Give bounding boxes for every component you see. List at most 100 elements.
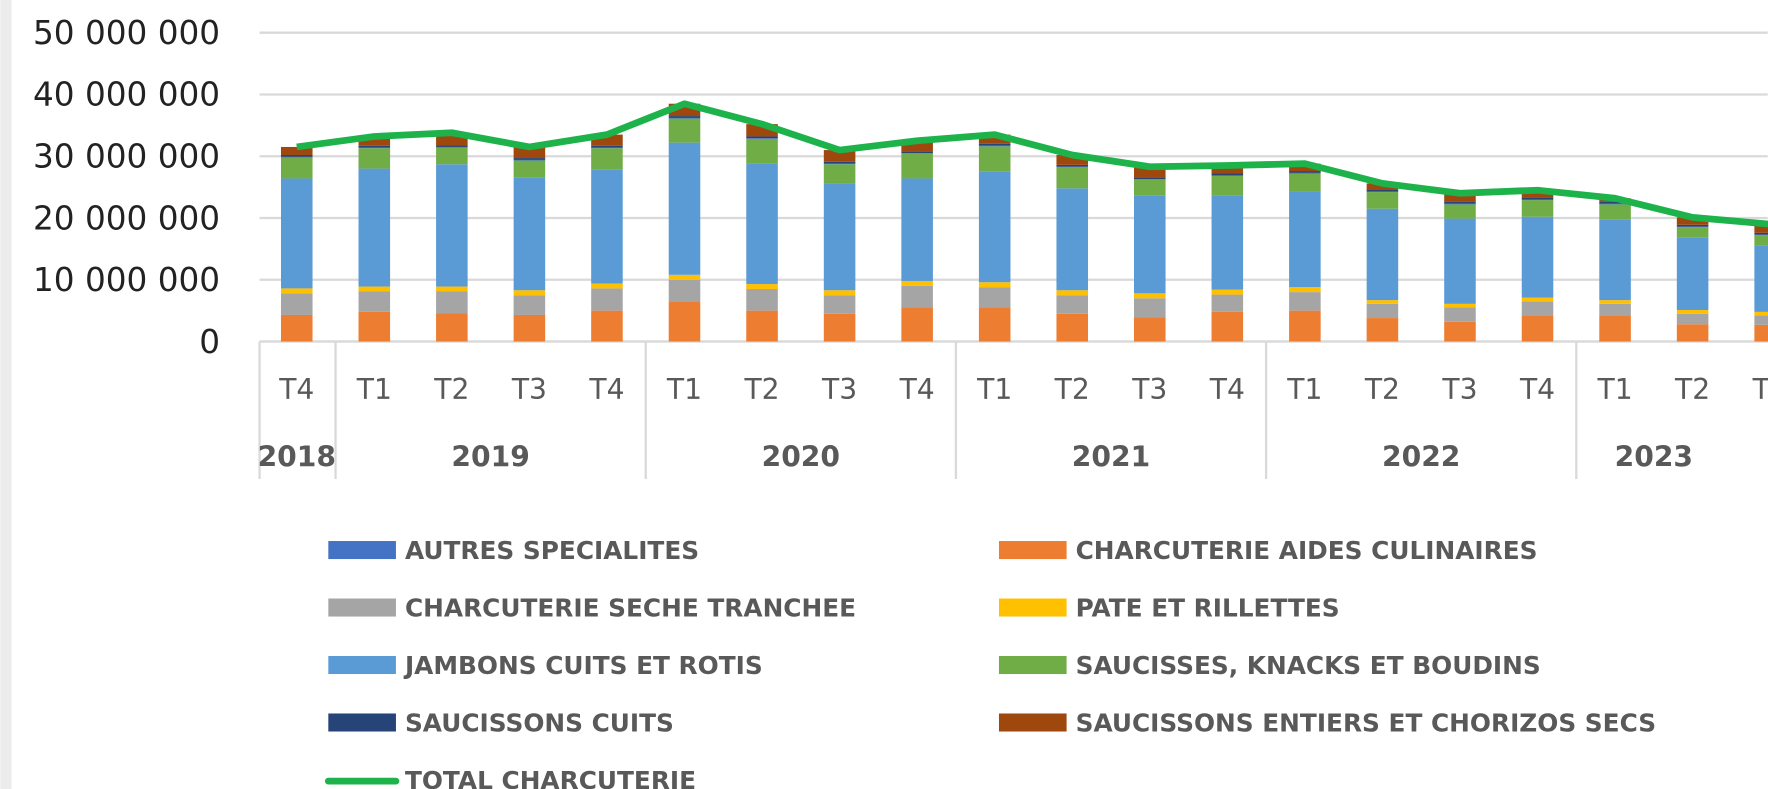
bar-segment: [1521, 197, 1554, 200]
legend-swatch: [328, 713, 396, 732]
legend-swatch: [328, 598, 396, 617]
bar-segment: [668, 117, 701, 119]
bar-segment: [1754, 324, 1768, 342]
legend-label: JAMBONS CUITS ET ROTIS: [403, 651, 763, 680]
bar-segment: [591, 145, 623, 148]
bar-segment: [901, 307, 933, 342]
bar-segment: [436, 145, 468, 147]
bar-segment: [1599, 315, 1631, 342]
bar-segment: [901, 151, 933, 154]
bar-segment: [436, 313, 468, 342]
bar-segment: [1056, 295, 1089, 314]
bar-segment: [358, 291, 391, 312]
bar-segment: [1211, 195, 1244, 290]
bar-segment: [1289, 310, 1321, 342]
bar-segment: [823, 183, 856, 291]
bar-segment: [1134, 177, 1166, 180]
bar-segment: [978, 287, 1011, 308]
bar-segment: [1599, 201, 1631, 204]
bar-segment: [668, 116, 701, 118]
bar-segment: [668, 118, 701, 143]
legend-label: TOTAL CHARCUTERIE: [405, 766, 696, 789]
bar-segment: [1211, 165, 1244, 174]
bar-segment: [1134, 317, 1166, 342]
bar-segment: [1754, 315, 1768, 325]
x-tick-label: T4: [278, 373, 314, 406]
x-group-label: 2021: [1072, 441, 1150, 474]
bar-segment: [280, 154, 313, 157]
bar-segment: [1211, 175, 1244, 196]
bar-segment: [1134, 195, 1166, 294]
bar-segment: [513, 158, 546, 160]
x-tick-label: T1: [976, 373, 1012, 406]
legend-swatch: [998, 655, 1067, 675]
bar-segment: [513, 146, 546, 159]
bar-segment: [1366, 189, 1399, 192]
bar-segment: [668, 274, 701, 280]
bar-segment: [823, 313, 856, 342]
bar-segment: [746, 138, 778, 164]
bar-segment: [591, 288, 623, 311]
bar-segment: [1444, 303, 1476, 308]
bar-segment: [1676, 324, 1709, 342]
x-tick-label: T2: [1674, 373, 1710, 406]
bar-segment: [978, 146, 1011, 172]
bar-segment: [358, 286, 391, 292]
bar-segment: [1676, 226, 1709, 228]
bar-segment: [1754, 232, 1768, 235]
y-tick-label: 30 000 000: [33, 137, 220, 175]
bar-segment: [1754, 245, 1768, 312]
x-tick-label: T4: [588, 373, 624, 406]
bar-segment: [1366, 192, 1399, 209]
bar-segment: [513, 160, 546, 178]
x-tick-label: T4: [1209, 373, 1245, 406]
bar-segment: [668, 279, 701, 302]
bar-segment: [1134, 179, 1166, 196]
bar-segment: [978, 134, 1011, 144]
x-tick-label: T2: [743, 373, 779, 406]
y-tick-label: 40 000 000: [33, 76, 220, 114]
bar-segment: [1521, 301, 1554, 316]
bar-segment: [1676, 313, 1709, 325]
legend-swatch: [328, 655, 396, 675]
bar-segment: [513, 290, 546, 296]
bar-segment: [901, 140, 933, 152]
x-tick-label: T2: [1054, 373, 1090, 406]
bar-segment: [358, 148, 391, 169]
legend-label: CHARCUTERIE AIDES CULINAIRES: [1076, 536, 1538, 565]
bar-segment: [1056, 164, 1089, 167]
x-tick-label: T3: [1441, 373, 1477, 406]
x-group-label: 2022: [1382, 441, 1460, 474]
bar-segment: [1521, 315, 1554, 342]
bar-segment: [280, 288, 313, 294]
bar-segment: [1289, 163, 1321, 172]
bar-segment: [1366, 318, 1399, 342]
y-tick-label: 20 000 000: [33, 199, 220, 237]
bar-segment: [591, 134, 623, 146]
bar-segment: [1056, 167, 1089, 189]
x-tick-label: T3: [1131, 373, 1167, 406]
bar-segment: [1599, 303, 1631, 316]
bar-segment: [668, 142, 701, 275]
bar-segment: [746, 163, 778, 285]
bar-segment: [1289, 292, 1321, 311]
bar-segment: [436, 291, 468, 314]
bar-segment: [746, 136, 778, 139]
x-tick-label: T1: [666, 373, 702, 406]
bar-segment: [1676, 227, 1709, 238]
bar-segment: [1211, 175, 1244, 176]
x-tick-label: T2: [433, 373, 469, 406]
bar-segment: [1521, 199, 1554, 201]
bar-segment: [1444, 204, 1476, 219]
bar-segment: [1134, 179, 1166, 180]
bar-segment: [591, 283, 623, 289]
bar-segment: [668, 301, 701, 342]
bar-segment: [1211, 289, 1244, 295]
bar-segment: [1289, 191, 1321, 288]
bar-segment: [436, 164, 468, 287]
bar-segment: [358, 311, 391, 342]
bar-segment: [1366, 300, 1399, 304]
bar-segment: [513, 314, 546, 342]
bar-segment: [1754, 224, 1768, 233]
bar-segment: [1444, 321, 1476, 342]
